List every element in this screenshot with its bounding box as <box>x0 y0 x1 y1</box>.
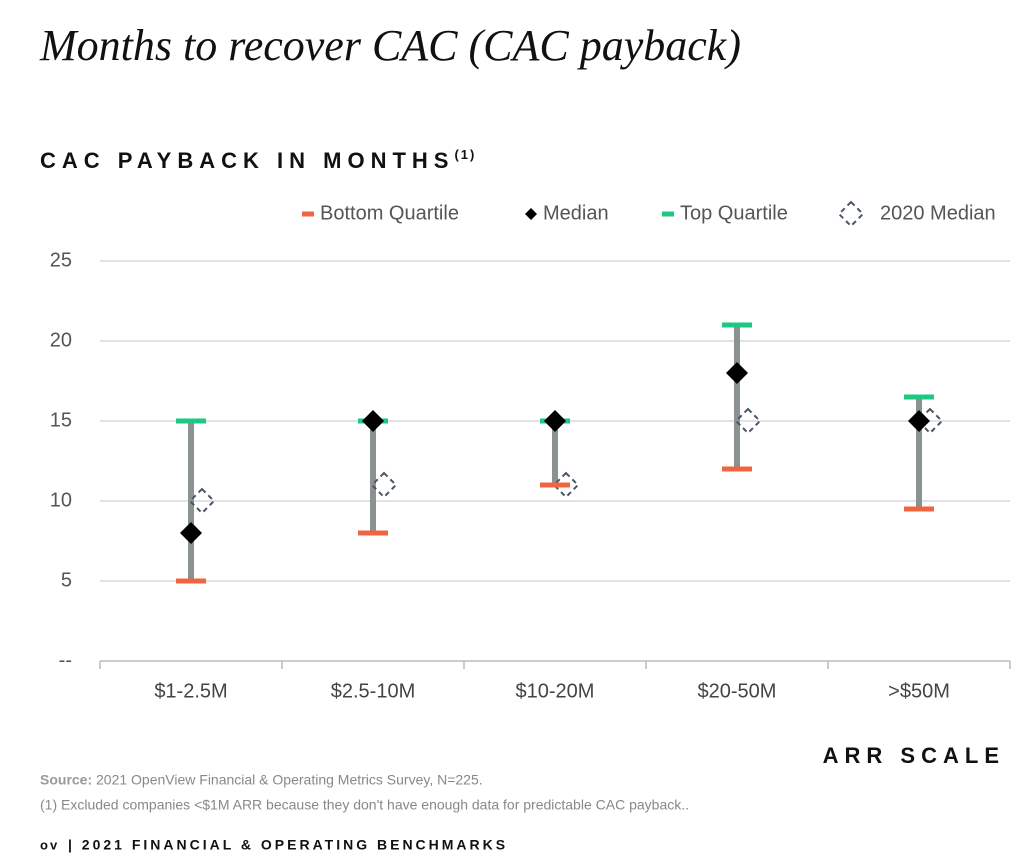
y-tick-label: -- <box>59 649 72 671</box>
marker <box>358 530 388 536</box>
y-tick-label: 15 <box>50 409 72 431</box>
marker <box>176 578 206 584</box>
subtitle-text: CAC PAYBACK IN MONTHS <box>40 148 454 173</box>
marker <box>904 506 934 512</box>
x-tick-label: $1-2.5M <box>154 680 227 702</box>
y-tick-label: 5 <box>61 569 72 591</box>
marker <box>722 322 752 328</box>
subtitle: CAC PAYBACK IN MONTHS(1) <box>40 147 476 172</box>
legend-marker <box>302 211 314 217</box>
marker <box>544 410 566 432</box>
marker <box>540 482 570 488</box>
marker <box>904 394 934 400</box>
legend-label: Bottom Quartile <box>320 202 459 224</box>
footnote: (1) Excluded companies <$1M ARR because … <box>40 797 689 813</box>
marker <box>908 410 930 432</box>
y-tick-label: 25 <box>50 249 72 271</box>
legend-marker <box>662 211 674 217</box>
marker <box>188 487 216 515</box>
legend-marker <box>837 200 865 228</box>
x-tick-label: $20-50M <box>698 680 777 702</box>
chart-title: Months to recover CAC (CAC payback) <box>39 21 741 70</box>
source-label: Source: <box>40 772 92 788</box>
x-tick-label: $2.5-10M <box>331 680 416 702</box>
x-axis-label: ARR SCALE <box>823 743 1005 768</box>
marker <box>722 466 752 472</box>
marker <box>726 362 748 384</box>
marker <box>176 418 206 424</box>
legend-label: Median <box>543 202 609 224</box>
footer-logo: ov <box>40 837 59 852</box>
x-tick-label: $10-20M <box>516 680 595 702</box>
legend-label: 2020 Median <box>880 202 996 224</box>
y-tick-label: 10 <box>50 489 72 511</box>
source: 2021 OpenView Financial & Operating Metr… <box>96 772 483 788</box>
marker <box>734 407 762 435</box>
marker <box>180 522 202 544</box>
x-tick-label: >$50M <box>888 680 950 702</box>
marker <box>370 471 398 499</box>
y-tick-label: 20 <box>50 329 72 351</box>
footer: | 2021 FINANCIAL & OPERATING BENCHMARKS <box>68 837 508 853</box>
legend-marker <box>525 208 537 220</box>
legend-label: Top Quartile <box>680 202 788 224</box>
marker <box>362 410 384 432</box>
subtitle-note: (1) <box>454 147 476 162</box>
marker <box>552 471 580 499</box>
